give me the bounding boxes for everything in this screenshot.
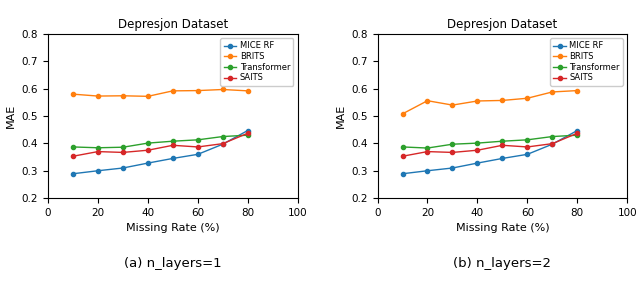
- BRITS: [548, 90, 556, 94]
- Line: BRITS: BRITS: [71, 87, 250, 98]
- Line: BRITS: BRITS: [401, 89, 579, 116]
- MICE RF: [94, 169, 102, 172]
- MICE RF: [524, 153, 531, 156]
- SAITS: [548, 142, 556, 145]
- Transformer: [144, 142, 152, 145]
- Transformer: [399, 145, 406, 149]
- MICE RF: [169, 157, 177, 160]
- BRITS: [219, 88, 227, 91]
- Line: Transformer: Transformer: [71, 133, 250, 150]
- Transformer: [69, 145, 77, 149]
- Transformer: [169, 140, 177, 143]
- MICE RF: [548, 143, 556, 146]
- BRITS: [94, 94, 102, 98]
- SAITS: [499, 143, 506, 147]
- Legend: MICE RF, BRITS, Transformer, SAITS: MICE RF, BRITS, Transformer, SAITS: [221, 38, 294, 86]
- BRITS: [524, 97, 531, 100]
- MICE RF: [449, 166, 456, 170]
- Transformer: [424, 146, 431, 150]
- SAITS: [69, 155, 77, 158]
- MICE RF: [219, 143, 227, 146]
- Line: SAITS: SAITS: [71, 131, 250, 158]
- SAITS: [119, 151, 127, 154]
- BRITS: [399, 112, 406, 115]
- BRITS: [573, 89, 581, 92]
- Y-axis label: MAE: MAE: [6, 104, 16, 128]
- MICE RF: [69, 172, 77, 175]
- Transformer: [119, 145, 127, 149]
- Y-axis label: MAE: MAE: [336, 104, 346, 128]
- Line: MICE RF: MICE RF: [71, 128, 250, 176]
- Transformer: [244, 134, 252, 137]
- Transformer: [194, 138, 202, 142]
- MICE RF: [499, 157, 506, 160]
- Line: MICE RF: MICE RF: [401, 128, 579, 176]
- BRITS: [499, 99, 506, 102]
- SAITS: [94, 150, 102, 153]
- Legend: MICE RF, BRITS, Transformer, SAITS: MICE RF, BRITS, Transformer, SAITS: [550, 38, 623, 86]
- Text: (a) n_layers=1: (a) n_layers=1: [124, 257, 221, 270]
- MICE RF: [244, 129, 252, 132]
- Transformer: [449, 143, 456, 146]
- BRITS: [424, 99, 431, 102]
- BRITS: [119, 94, 127, 97]
- BRITS: [169, 89, 177, 93]
- SAITS: [219, 142, 227, 145]
- BRITS: [449, 103, 456, 107]
- MICE RF: [424, 169, 431, 172]
- Text: (b) n_layers=2: (b) n_layers=2: [453, 257, 552, 270]
- BRITS: [244, 89, 252, 93]
- Line: Transformer: Transformer: [401, 133, 579, 150]
- MICE RF: [474, 161, 481, 165]
- MICE RF: [573, 129, 581, 132]
- SAITS: [573, 132, 581, 135]
- MICE RF: [399, 172, 406, 175]
- X-axis label: Missing Rate (%): Missing Rate (%): [456, 223, 549, 233]
- Transformer: [573, 134, 581, 137]
- BRITS: [144, 95, 152, 98]
- Transformer: [524, 138, 531, 142]
- BRITS: [69, 93, 77, 96]
- BRITS: [474, 99, 481, 103]
- X-axis label: Missing Rate (%): Missing Rate (%): [126, 223, 220, 233]
- Transformer: [499, 140, 506, 143]
- SAITS: [194, 145, 202, 149]
- SAITS: [474, 149, 481, 152]
- SAITS: [524, 145, 531, 149]
- Line: SAITS: SAITS: [401, 131, 579, 158]
- Title: Depresjon Dataset: Depresjon Dataset: [118, 18, 228, 31]
- SAITS: [449, 151, 456, 154]
- BRITS: [194, 89, 202, 92]
- MICE RF: [119, 166, 127, 170]
- SAITS: [424, 150, 431, 153]
- MICE RF: [194, 153, 202, 156]
- SAITS: [169, 143, 177, 147]
- SAITS: [144, 149, 152, 152]
- MICE RF: [144, 161, 152, 165]
- Transformer: [219, 135, 227, 138]
- SAITS: [244, 132, 252, 135]
- SAITS: [399, 155, 406, 158]
- Transformer: [548, 135, 556, 138]
- Title: Depresjon Dataset: Depresjon Dataset: [447, 18, 557, 31]
- Transformer: [474, 142, 481, 145]
- Transformer: [94, 146, 102, 149]
